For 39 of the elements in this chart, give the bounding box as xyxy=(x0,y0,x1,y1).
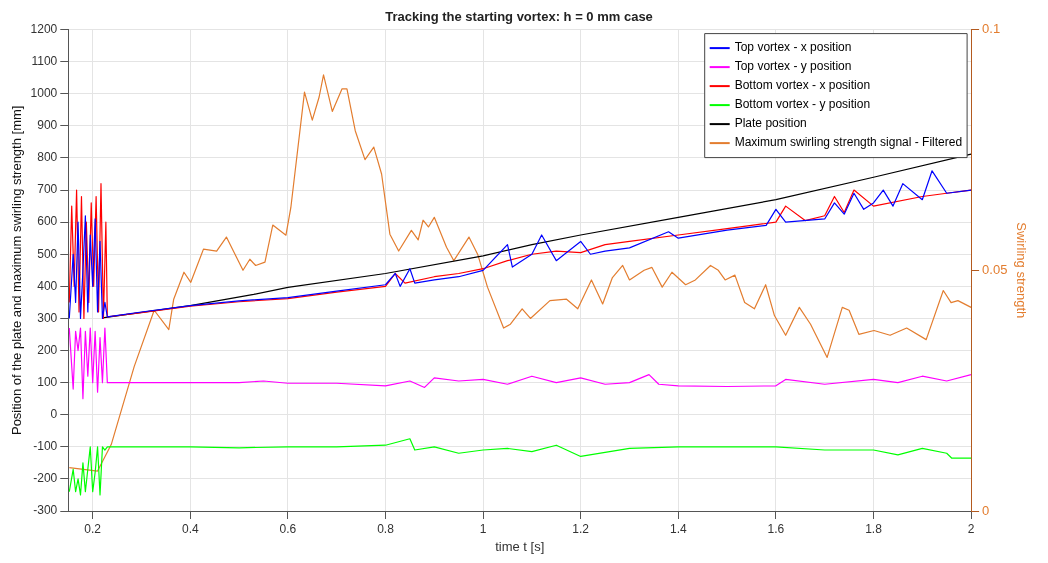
x-tick-label: 0.8 xyxy=(377,521,395,536)
y-tick-label: 200 xyxy=(37,342,58,357)
x-tick-label: 1 xyxy=(479,521,487,536)
y-tick-label: 300 xyxy=(37,310,58,325)
y-tick-label: 900 xyxy=(37,118,58,133)
y2-tick-label: 0.1 xyxy=(982,21,1001,37)
x-tick-label: 1.4 xyxy=(669,521,687,536)
y2-tick-label: 0.05 xyxy=(982,261,1008,277)
y-tick-label: 100 xyxy=(37,374,58,389)
x-tick-label: 1.2 xyxy=(572,521,590,536)
legend-label: Maximum swirling strength signal - Filtered xyxy=(734,135,963,150)
x-tick-label: 0.2 xyxy=(84,521,102,536)
legend-label: Bottom vortex - x position xyxy=(734,78,871,93)
chart-title: Tracking the starting vortex: h = 0 mm case xyxy=(385,9,653,25)
x-tick-label: 0.6 xyxy=(279,521,297,536)
y-tick-label: 600 xyxy=(37,214,58,229)
y-tick-label: 500 xyxy=(37,246,58,261)
legend-label: Top vortex - x position xyxy=(734,40,852,55)
y-tick-label: 0 xyxy=(50,407,58,422)
x-tick-label: 0.4 xyxy=(181,521,199,536)
y-tick-label: 1100 xyxy=(31,54,58,69)
y-tick-label: -300 xyxy=(33,503,58,518)
y-tick-label: 400 xyxy=(37,278,58,293)
x-tick-label: 1.8 xyxy=(865,521,883,536)
y2-tick-label: 0 xyxy=(982,502,990,518)
y-tick-label: 700 xyxy=(37,182,58,197)
legend-label: Plate position xyxy=(734,116,807,131)
y-tick-label: -100 xyxy=(33,439,58,454)
x-axis-title: time t [s] xyxy=(495,538,545,554)
y-tick-label: 800 xyxy=(37,150,58,165)
x-tick-label: 2 xyxy=(967,521,975,536)
y2-axis-title: Swirling strength xyxy=(1013,222,1029,319)
x-tick-label: 1.6 xyxy=(767,521,785,536)
legend-label: Top vortex - y position xyxy=(734,59,852,74)
y-tick-label: 1200 xyxy=(30,21,58,36)
legend-label: Bottom vortex - y position xyxy=(734,97,871,112)
y-axis-title: Position of the plate and maximum swirling strength [mm] xyxy=(9,105,25,436)
y-tick-label: -200 xyxy=(33,471,58,486)
y-tick-label: 1000 xyxy=(30,86,58,101)
